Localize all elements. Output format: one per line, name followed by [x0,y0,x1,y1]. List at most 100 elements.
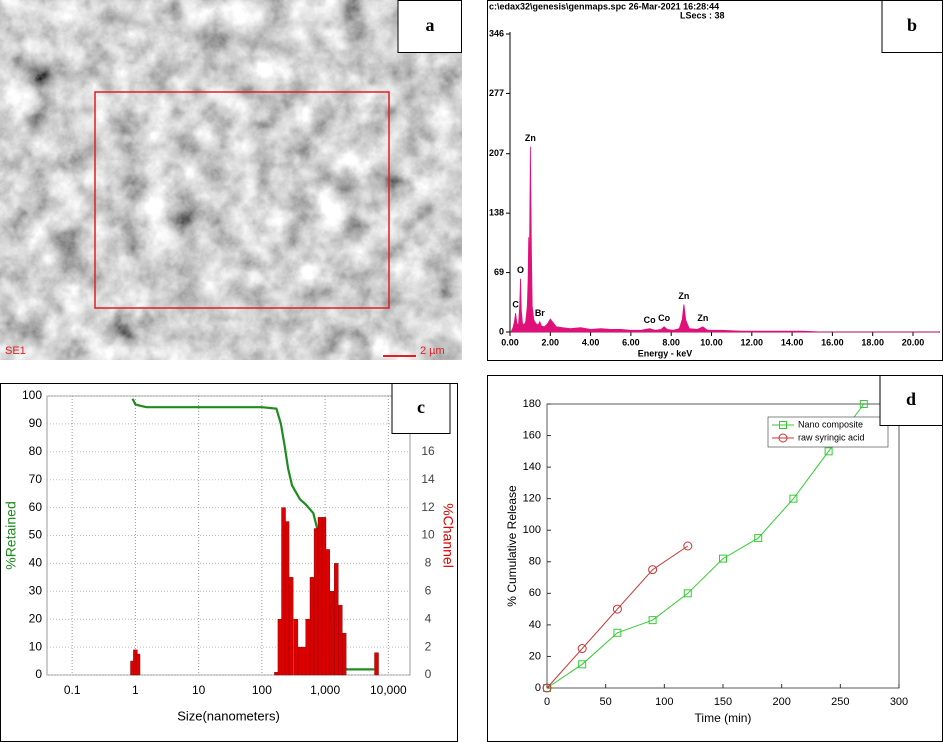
x-tick-label: 50 [600,696,612,708]
y-tick-label: 120 [523,493,541,505]
bar [284,521,290,676]
y-tick-label: 138 [489,208,504,218]
y-tick-label: 140 [523,461,541,473]
y-tick-label: 277 [489,88,504,98]
bar [338,605,343,676]
bar [288,577,294,676]
y-tick-label: 100 [523,524,541,536]
legend-label: raw syringic acid [798,432,865,442]
y-tick-label: 40 [29,556,43,570]
bar [135,653,141,676]
y-tick-label: 90 [29,416,43,430]
peak-label: Zn [525,133,536,143]
bar [309,577,315,676]
x-tick-label: 2.00 [542,337,560,347]
selection-box [94,91,390,309]
x-tick-label: 18.00 [861,337,884,347]
marker [578,660,587,669]
bar [297,646,303,676]
y-tick-label: 80 [529,556,541,568]
bar [334,563,339,676]
chart-title: c:\edax32\genesis\genmaps.spc 26-Mar-202… [489,1,719,11]
marker [648,616,657,625]
peak-label: C [512,299,519,309]
x-tick-label: 16.00 [821,337,844,347]
y-axis-label: % Cumulative Release [505,485,519,607]
y-tick-label: 69 [494,267,504,277]
line [546,545,689,689]
x-tick-label: 200 [772,696,790,708]
y2-tick-label: 6 [425,583,432,597]
marker [613,628,622,637]
y2-tick-label: 4 [425,611,432,625]
x-tick-label: 6.00 [622,337,640,347]
bar [329,591,335,676]
marker [683,541,693,551]
bar [321,517,327,676]
spectrum-panel: c:\edax32\genesis\genmaps.spc 26-Mar-202… [489,1,940,358]
x-tick-label: 150 [714,696,732,708]
panel-label-box [397,0,462,53]
x-tick-label: 250 [831,696,849,708]
y-tick-label: 30 [29,583,43,597]
legend-marker [778,433,788,443]
peak-label: Zn [678,291,689,301]
peak-label: O [517,265,524,275]
peak-label: Co [658,313,670,323]
x-tick-label: 0 [544,696,550,708]
y-tick-label: 70 [29,472,43,486]
marker [612,604,622,614]
sem-panel: SE1 2 µm a [0,0,462,360]
spectrum [510,146,940,333]
peak-label: Zn [697,313,708,323]
marker [789,494,798,503]
y2-tick-label: 16 [421,444,435,458]
y2-tick-label: 2 [425,639,432,653]
size-panel: 0 10 20 30 40 50 60 70 80 90 100 0 2 4 6 8 10 12 14 16 0.1 1 1… [3,388,457,723]
x-tick-label: 0.1 [64,683,81,697]
y2-tick-label: 14 [421,472,435,486]
marker [542,683,552,693]
marker [683,589,692,598]
release-panel: 0 20 40 60 80 100 120 140 160 180 0 50 100 150 200 250 3… [505,398,908,725]
x-tick-label: 1,000 [310,683,340,697]
panel-label-box [391,383,451,434]
line [546,403,865,689]
x-tick-label: 10,000 [370,683,407,697]
x-tick-label: 10 [192,683,206,697]
sem-image [0,0,462,360]
scale-label: 2 µm [420,345,445,357]
legend-marker [779,421,787,429]
y-tick-label: 80 [29,444,43,458]
marker [719,554,727,563]
y-tick-label: 100 [22,388,42,402]
marker [577,644,587,654]
y2-tick-label: 8 [425,556,432,570]
bar [313,528,319,676]
y-tick-label: 346 [489,28,504,38]
x-tick-label: 300 [890,696,908,708]
x-axis-label: Energy - keV [638,348,693,358]
detector-label: SE1 [5,345,26,357]
y2-axis-label: %Channel [440,503,456,568]
y-tick-label: 20 [529,650,541,662]
marker [824,447,833,456]
y-tick-label: 60 [529,587,541,599]
y-tick-label: 0 [35,667,42,681]
y-tick-label: 10 [29,639,43,653]
bar [301,646,306,676]
peak-label: Br [535,308,545,318]
bar [374,652,379,676]
marker [648,565,658,575]
bar [293,619,299,676]
y-tick-label: 50 [29,528,43,542]
y-tick-label: 60 [29,500,43,514]
x-tick-label: 10.00 [700,337,723,347]
bar [341,632,347,676]
panel-label: d [906,389,916,409]
legend-label: Nano composite [798,419,863,429]
panel-label: a [426,15,435,35]
x-tick-label: 14.00 [781,337,804,347]
panel-labels: b c d [391,0,943,434]
